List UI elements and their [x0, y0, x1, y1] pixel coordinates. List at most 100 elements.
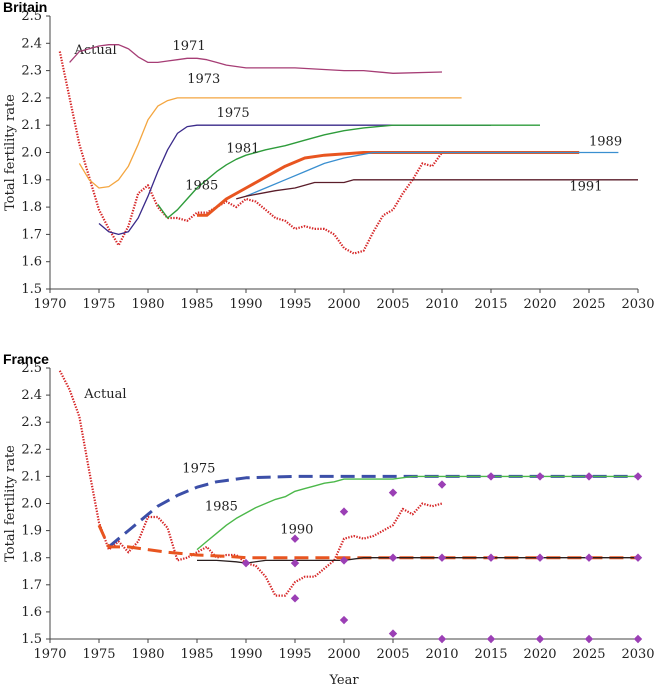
y-tick-label: 1.5 [21, 632, 42, 647]
x-tick-label: 2025 [572, 647, 605, 662]
x-tick-label: 2010 [425, 297, 458, 312]
x-tick-label: 2025 [572, 297, 605, 312]
series-line-1989 [245, 151, 619, 197]
y-tick-label: 1.8 [21, 200, 42, 215]
x-tick-label: 1975 [82, 297, 115, 312]
series-label: 1975 [217, 106, 250, 121]
x-tick-label: 1980 [131, 647, 164, 662]
series-line-1973 [78, 97, 462, 189]
x-tick-label: 2000 [327, 647, 360, 662]
series-line-1991 [236, 179, 638, 200]
projection-marker [388, 488, 398, 497]
y-tick-label: 2.3 [21, 64, 42, 79]
britain-panel: 1.5 1.6 1.7 1.8 1.9 2.0 2.1 2.2 2.3 2.4 2.5 1970 197… [3, 0, 655, 312]
x-tick-label: 1970 [33, 647, 66, 662]
projection-marker [633, 472, 643, 481]
x-tick-label: 1995 [278, 647, 311, 662]
y-tick-label: 2.4 [21, 388, 42, 403]
series-line-1971 [69, 44, 443, 74]
projection-marker [339, 556, 349, 565]
x-tick-label: 1970 [33, 297, 66, 312]
projection-marker [339, 615, 349, 625]
x-tick-label: 1985 [180, 647, 213, 662]
series-label: 1971 [173, 39, 206, 54]
projection-marker [535, 553, 545, 562]
projection-marker [388, 629, 398, 638]
y-tick-label: 1.7 [21, 227, 42, 242]
y-tick-label: 1.5 [21, 282, 42, 297]
y-tick-label: 2.4 [21, 36, 42, 51]
x-tick-label: 1990 [229, 647, 262, 662]
series-label: 1991 [569, 180, 602, 195]
projection-marker [486, 553, 496, 562]
series-line-1975 [98, 124, 491, 236]
series-label: Actual [83, 387, 126, 402]
series-line-1981 [157, 124, 540, 219]
y-tick-label: 1.8 [21, 551, 42, 566]
y-tick-label: 2.1 [21, 469, 42, 484]
series-line-1975 [107, 474, 638, 549]
projection-marker [633, 634, 643, 644]
x-tick-label: 1980 [131, 297, 164, 312]
x-tick-label: 2000 [327, 297, 360, 312]
projection-marker [388, 553, 398, 562]
y-tick-label: 1.9 [21, 524, 42, 539]
projection-marker [486, 634, 496, 644]
y-tick-label: 2.2 [21, 442, 42, 457]
projection-marker [290, 594, 300, 603]
projection-marker [584, 634, 594, 644]
projection-marker [437, 553, 447, 562]
projection-marker [339, 507, 349, 516]
projection-marker [633, 553, 643, 562]
panel-title: France [3, 351, 49, 367]
projection-marker [241, 558, 251, 568]
y-tick-label: 1.6 [21, 605, 42, 620]
panel-title: Britain [3, 0, 47, 15]
series-label: 1985 [205, 499, 238, 514]
y-tick-label: 1.7 [21, 578, 42, 593]
x-tick-label: 2030 [621, 297, 654, 312]
projection-marker [486, 472, 496, 481]
y-tick-label: 1.9 [21, 173, 42, 188]
series-label: 1990 [280, 522, 313, 537]
x-tick-label: 1985 [180, 297, 213, 312]
x-tick-label: 2015 [474, 297, 507, 312]
y-axis-title: Total fertility rate [3, 94, 18, 211]
x-tick-label: 1995 [278, 297, 311, 312]
series-line-actual [58, 370, 443, 597]
x-tick-label: 2005 [376, 297, 409, 312]
series-label: 1981 [226, 142, 259, 157]
projection-marker [437, 480, 447, 489]
y-axis-title: Total fertility rate [3, 445, 18, 562]
x-tick-label: 2015 [474, 647, 507, 662]
y-tick-label: 2.0 [21, 497, 42, 512]
x-tick-label: 2020 [523, 297, 556, 312]
series-label: 1973 [187, 72, 220, 87]
series-line-actual [58, 51, 443, 255]
y-tick-label: 2.5 [21, 361, 42, 376]
series-line-3 [97, 524, 638, 560]
series-label: 1989 [589, 135, 622, 150]
x-tick-label: 1990 [229, 297, 262, 312]
projection-marker [584, 472, 594, 481]
projection-marker [437, 634, 447, 644]
projection-marker [290, 534, 300, 543]
series-label: 1975 [182, 461, 215, 476]
x-axis-title: Year [328, 673, 359, 686]
france-panel: 1.5 1.6 1.7 1.8 1.9 2.0 2.1 2.2 2.3 2.4 2.5 1970 197… [3, 351, 655, 686]
y-tick-label: 1.6 [21, 255, 42, 270]
series-line-1985 [196, 475, 638, 551]
x-tick-label: 1975 [82, 647, 115, 662]
projection-marker [535, 634, 545, 644]
x-tick-label: 2010 [425, 647, 458, 662]
x-tick-label: 2005 [376, 647, 409, 662]
series-label: 1985 [185, 178, 218, 193]
projection-marker [535, 472, 545, 481]
y-tick-label: 2.3 [21, 415, 42, 430]
projection-marker [584, 553, 594, 562]
projection-marker [290, 558, 300, 568]
series-line-1985 [197, 151, 580, 217]
y-tick-label: 2.1 [21, 118, 42, 133]
x-tick-label: 2020 [523, 647, 556, 662]
